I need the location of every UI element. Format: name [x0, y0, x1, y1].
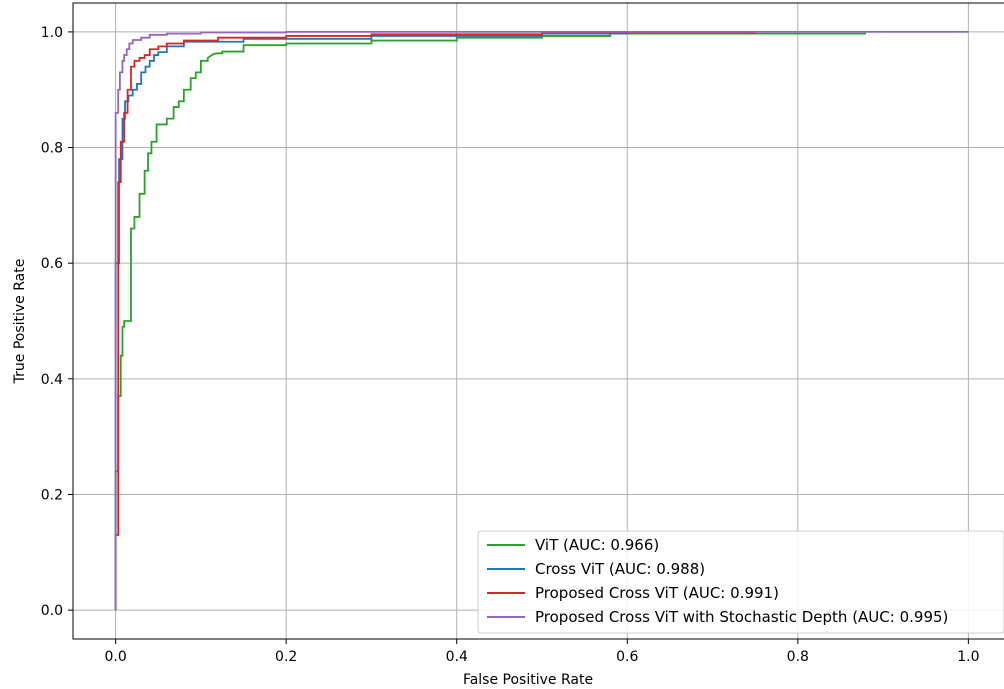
y-tick-label: 0.0 [41, 603, 63, 619]
legend-label: ViT (AUC: 0.966) [535, 536, 659, 554]
series-line-4 [114, 31, 969, 611]
x-tick-label: 1.0 [957, 649, 979, 665]
legend-label: Cross ViT (AUC: 0.988) [535, 560, 705, 578]
legend: ViT (AUC: 0.966) Cross ViT (AUC: 0.988) Pr… [477, 530, 1004, 634]
legend-label: Proposed Cross ViT with Stochastic Depth… [535, 608, 948, 626]
x-axis-label: False Positive Rate [463, 672, 593, 688]
y-tick-label: 0.8 [41, 141, 63, 157]
x-tick-label: 0.0 [105, 649, 127, 665]
y-tick-label: 0.6 [41, 256, 63, 272]
series-line-3 [114, 31, 756, 611]
x-tick-label: 0.8 [787, 649, 809, 665]
x-tick-label: 0.6 [616, 649, 638, 665]
axis-ticks: 0.0 0.2 0.4 0.6 0.8 1.0 0.0 0.2 0.4 0.6 0.8 1.0 [41, 25, 980, 665]
legend-box [477, 530, 1004, 634]
series-line-1 [114, 32, 867, 611]
y-tick-label: 0.2 [41, 487, 63, 503]
y-axis-label: True Positive Rate [12, 259, 28, 385]
x-tick-label: 0.4 [446, 649, 468, 665]
plot-frame [72, 2, 1004, 640]
x-tick-label: 0.2 [275, 649, 297, 665]
y-tick-label: 1.0 [41, 25, 63, 41]
legend-label: Proposed Cross ViT (AUC: 0.991) [535, 584, 779, 602]
y-tick-label: 0.4 [41, 372, 63, 388]
series-lines [114, 31, 969, 611]
series-line-2 [114, 32, 628, 611]
